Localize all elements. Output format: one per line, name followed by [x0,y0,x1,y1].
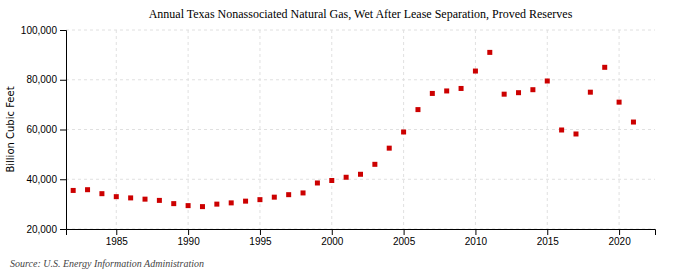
tick-label: 2005 [393,236,416,247]
tick: 40,000 [26,174,66,185]
source-note: Source: U.S. Energy Information Administ… [10,258,204,269]
y-axis: 20,000 40,000 60,000 80,000 100,000 [21,25,67,235]
point [257,197,262,202]
tick-label: 2020 [608,236,631,247]
y-axis-title: Billion Cubic Feet [5,86,16,172]
point [545,78,550,83]
tick: 2005 [393,229,416,247]
tick-mark [619,229,620,235]
point [71,188,76,193]
point [128,195,133,200]
plot-area: 1985 1990 1995 2000 2005 2010 2015 2020 20,000 40… [21,25,656,247]
tick-mark [260,229,261,235]
point [530,87,535,92]
point [631,120,636,125]
axis-line [67,230,656,236]
point [99,191,104,196]
tick-label: 40,000 [26,174,57,185]
tick: 1995 [249,229,272,247]
tick-label: 2000 [321,236,344,247]
tick: 20,000 [26,224,66,235]
tick: 1985 [106,229,129,247]
grid-line-y [66,79,655,80]
tick-label: 2015 [537,236,560,247]
point [487,50,492,55]
tick: 1990 [177,229,200,247]
point [229,200,234,205]
grid-line-y [66,179,655,180]
grid-line-y [66,129,655,130]
grid-line-x [475,30,476,229]
point [157,198,162,203]
point [459,86,464,91]
point [171,201,176,206]
tick-label: 2010 [465,236,488,247]
grid [66,30,655,229]
point [516,90,521,95]
tick-label: 20,000 [26,224,57,235]
tick-label: 80,000 [26,74,57,85]
point [602,65,607,70]
tick: 2020 [608,229,631,247]
tick: 60,000 [26,124,66,135]
tick-mark [332,229,333,235]
tick-mark [60,30,66,31]
grid-line-x [331,30,332,229]
tick: 2010 [465,229,488,247]
point [272,195,277,200]
point [401,129,406,134]
point [358,172,363,177]
point [143,197,148,202]
tick: 2000 [321,229,344,247]
tick-mark [404,229,405,235]
tick-label: 1990 [177,236,200,247]
point [286,192,291,197]
tick-label: 1985 [106,236,129,247]
axis-line [60,31,67,230]
point [502,92,507,97]
points [71,50,636,209]
point [473,69,478,74]
point [387,146,392,151]
point [200,204,205,209]
tick-label: 100,000 [21,25,58,36]
point [243,199,248,204]
point [315,180,320,185]
tick-mark [475,229,476,235]
tick-mark [60,179,66,180]
point [301,190,306,195]
point [430,91,435,96]
chart: 1985 1990 1995 2000 2005 2010 2015 2020 20,000 40… [0,0,675,275]
title: Annual Texas Nonassociated Natural Gas, … [149,7,573,21]
point [617,100,622,105]
point [85,187,90,192]
point [372,162,377,167]
tick-mark [60,130,66,131]
tick-mark [116,229,117,235]
point [559,127,564,132]
tick: 80,000 [26,74,66,85]
tick-mark [547,229,548,235]
point [114,194,119,199]
grid-line-y [66,30,655,31]
x-axis: 1985 1990 1995 2000 2005 2010 2015 2020 [67,229,656,247]
tick-mark [60,80,66,81]
tick-label: 60,000 [26,124,57,135]
tick-mark [188,229,189,235]
grid-line-x [188,30,189,229]
point [329,178,334,183]
grid-line-x [547,30,548,229]
point [214,202,219,207]
point [444,88,449,93]
point [588,90,593,95]
point [186,203,191,208]
grid-line-x [619,30,620,229]
point [573,131,578,136]
tick-label: 1995 [249,236,272,247]
tick: 2015 [537,229,560,247]
tick: 100,000 [21,25,66,36]
point [344,175,349,180]
tick-mark [60,229,66,230]
point [415,107,420,112]
